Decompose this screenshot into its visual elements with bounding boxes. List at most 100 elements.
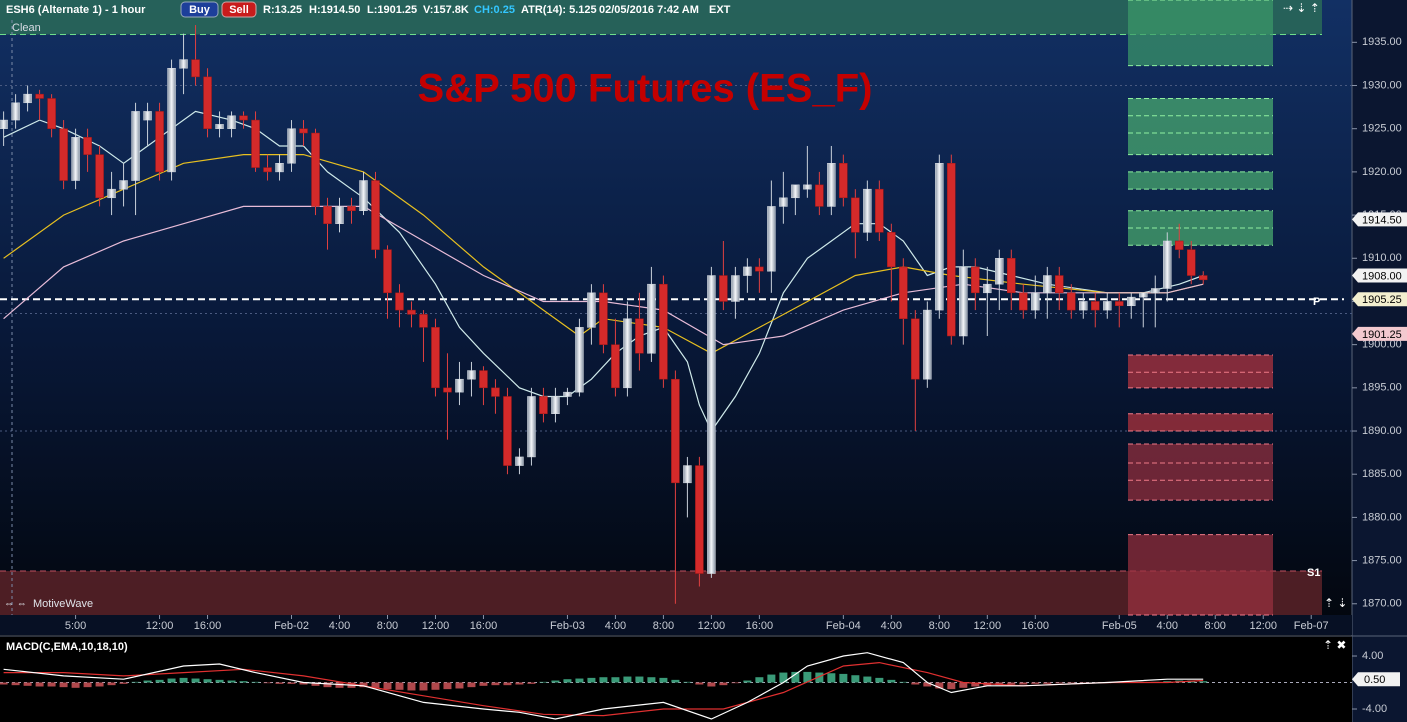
macd-y-tick-label: 4.00	[1362, 650, 1383, 662]
buy-button[interactable]: Buy	[180, 1, 219, 18]
candle-body	[299, 128, 308, 134]
macd-histogram-bar	[47, 682, 56, 687]
candle-body	[1127, 296, 1136, 307]
candle-body	[179, 59, 188, 69]
candle-body	[707, 275, 716, 574]
y-tick-label: 1930.00	[1362, 79, 1402, 91]
price-marker	[1352, 326, 1407, 341]
nav-arrows-bottom[interactable]: ⇡ ⇣	[1324, 596, 1347, 610]
macd-histogram-bar	[527, 682, 536, 684]
macd-histogram-bar	[431, 682, 440, 690]
candle-body	[1079, 301, 1088, 311]
x-tick-label: 16:00	[1022, 620, 1050, 632]
pane-controls[interactable]: ⇡ ✖	[1323, 638, 1346, 652]
macd-histogram-bar	[923, 682, 932, 687]
candle-body	[863, 188, 872, 233]
candle-body	[419, 314, 428, 328]
zone	[1128, 98, 1273, 155]
range-stat: R:13.25	[263, 4, 302, 16]
x-tick-label: 8:00	[929, 620, 950, 632]
macd-histogram-bar	[803, 671, 812, 683]
candle-body	[395, 292, 404, 311]
macd-signal-line	[3, 661, 1204, 717]
watermark: MotiveWave	[33, 598, 93, 610]
macd-histogram-bar	[1163, 681, 1172, 683]
macd-histogram-bar	[23, 682, 32, 686]
candle-body	[383, 249, 392, 294]
x-tick-label: 12:00	[1249, 620, 1277, 632]
macd-histogram-bar	[779, 672, 788, 683]
macd-histogram-bar	[395, 682, 404, 690]
session: EXT	[709, 4, 731, 16]
candle-body	[347, 206, 356, 212]
y-tick-label: 1890.00	[1362, 425, 1402, 437]
macd-histogram-bar	[407, 682, 416, 691]
sell-label[interactable]: Sell	[229, 4, 249, 16]
candle-body	[491, 387, 500, 397]
macd-histogram-bar	[467, 682, 476, 688]
macd-histogram-bar	[0, 682, 8, 685]
macd-histogram-bar	[827, 673, 836, 683]
y-tick-label: 1870.00	[1362, 598, 1402, 610]
candle-body	[731, 275, 740, 302]
macd-histogram-bar	[1055, 682, 1064, 684]
candle-body	[719, 275, 728, 302]
x-tick-label: 8:00	[377, 620, 398, 632]
candle-body	[11, 102, 20, 121]
change-stat: CH:0.25	[474, 4, 515, 16]
candle-body	[0, 119, 8, 129]
macd-histogram-bar	[1043, 682, 1052, 684]
candle-body	[539, 396, 548, 414]
candle-body	[911, 318, 920, 380]
x-tick-label: Feb-04	[826, 620, 861, 632]
zone	[1128, 534, 1273, 615]
macd-histogram-bar	[311, 682, 320, 686]
zone	[1128, 413, 1273, 432]
macd-histogram-bar	[575, 678, 584, 683]
macd-histogram-bar	[719, 682, 728, 686]
zone	[1128, 355, 1273, 388]
macd-histogram-bar	[743, 680, 752, 683]
candle-body	[671, 378, 680, 484]
price-marker-label: 1901.25	[1362, 329, 1402, 341]
candle-body	[1043, 275, 1052, 294]
sell-button[interactable]: Sell	[221, 1, 257, 18]
candle-body	[215, 124, 224, 129]
buy-button-bg[interactable]	[180, 1, 219, 18]
macd-histogram-bar	[1199, 681, 1208, 683]
candle-body	[803, 184, 812, 190]
candle-body	[1031, 292, 1040, 311]
high-stat: H:1914.50	[309, 4, 360, 16]
mode: Clean	[12, 22, 41, 34]
macd-histogram-bar	[383, 682, 392, 690]
candle-body	[107, 188, 116, 199]
candle-body	[1007, 258, 1016, 294]
candle-body	[95, 154, 104, 199]
buy-label[interactable]: Buy	[189, 4, 211, 16]
pivot-label: P	[1313, 296, 1320, 308]
macd-histogram-bar	[143, 680, 152, 683]
sell-button-bg[interactable]	[221, 1, 257, 18]
macd-histogram-bar	[323, 682, 332, 688]
macd-histogram-bar	[131, 681, 140, 683]
candle-body	[1115, 301, 1124, 307]
candle-body	[359, 180, 368, 212]
x-tick-label: Feb-03	[550, 620, 585, 632]
candle-body	[1067, 292, 1076, 311]
candle-body	[275, 163, 284, 173]
macd-histogram-bar	[179, 677, 188, 683]
candle-body	[575, 327, 584, 393]
candle-body	[683, 465, 692, 484]
candle-body	[791, 184, 800, 199]
nav-arrows[interactable]: ⇢ ⇣ ⇡	[1283, 1, 1320, 15]
macd-histogram-bar	[959, 682, 968, 688]
macd-histogram-bar	[887, 679, 896, 683]
macd-histogram-bar	[203, 679, 212, 683]
macd-histogram-bar	[107, 682, 116, 686]
header: ESH6 (Alternate 1) - 1 hour Buy Sell R:1…	[4, 1, 1347, 652]
macd-histogram-bar	[791, 671, 800, 683]
candle-body	[623, 318, 632, 389]
x-tick-label: 4:00	[1157, 620, 1178, 632]
scroll-icons[interactable]: ⇔ ⇔	[4, 599, 27, 610]
candle-body	[131, 111, 140, 181]
